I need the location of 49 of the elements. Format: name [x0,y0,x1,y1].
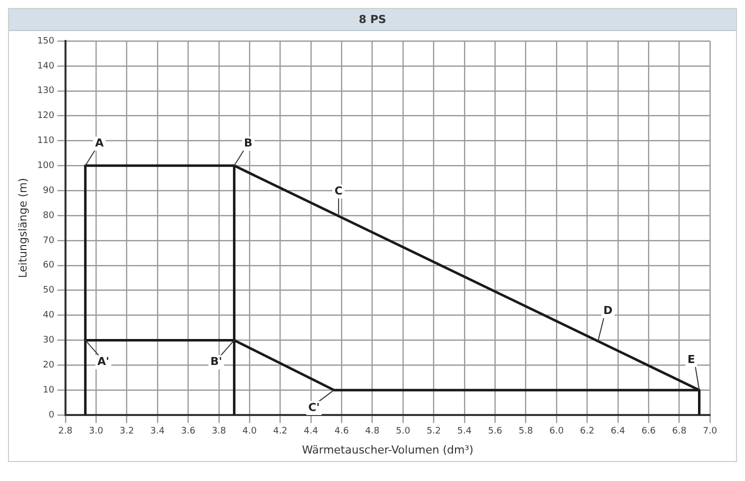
y-axis-title: Leitungslänge (m) [16,178,30,278]
y-tick-label: 110 [37,136,55,146]
y-tick-label: 50 [42,286,55,296]
x-tick-label: 4.0 [242,426,257,437]
x-tick-label: 3.4 [150,426,165,437]
y-tick-label: 60 [42,260,55,271]
annotation: B [244,136,252,150]
x-tick-label: 5.4 [457,426,472,437]
x-tick-label: 7.0 [702,426,718,437]
x-tick-label: 3.6 [181,426,196,437]
x-tick-label: 4.4 [304,426,318,437]
x-tick-label: 6.6 [641,426,656,437]
y-tick-label: 90 [42,186,55,196]
x-tick-label: 4.8 [365,426,380,437]
x-tick-label: 5.2 [426,426,441,437]
y-tick-label: 140 [37,61,55,72]
y-tick-label: 10 [42,385,55,396]
annotation: D [603,304,613,318]
annotation: E [688,352,696,366]
x-tick-label: 3.8 [212,426,226,437]
y-tick-label: 80 [42,210,55,221]
x-tick-label: 6.2 [580,426,594,437]
annotation: C' [308,400,320,414]
x-tick-label: 3.2 [120,426,134,437]
x-tick-label: 5.6 [488,426,503,437]
y-tick-label: 130 [37,86,55,96]
annotation: A [95,136,104,150]
y-tick-label: 150 [37,36,55,46]
y-tick-label: 120 [37,111,55,122]
annotation: A' [97,355,110,368]
x-tick-label: 5.8 [518,426,534,437]
annotation: C [334,184,343,198]
x-tick-label: 6.0 [549,426,564,437]
x-tick-label: 6.8 [672,426,687,437]
annotation: B' [210,355,222,368]
y-tick-label: 100 [37,161,55,172]
y-tick-label: 0 [48,410,55,420]
x-tick-label: 4.2 [273,426,288,437]
y-tick-label: 30 [42,336,55,346]
chart-title: 8 PS [9,9,736,31]
x-axis-title: Wärmetauscher-Volumen (dm³) [302,443,474,456]
x-tick-label: 4.6 [334,426,350,437]
y-tick-label: 70 [42,236,55,246]
x-tick-label: 2.8 [58,426,73,437]
x-tick-label: 6.4 [610,426,626,437]
x-tick-label: 5.0 [396,426,410,437]
y-tick-label: 40 [42,310,55,321]
x-tick-label: 3.0 [88,426,104,437]
y-tick-label: 20 [42,360,55,370]
